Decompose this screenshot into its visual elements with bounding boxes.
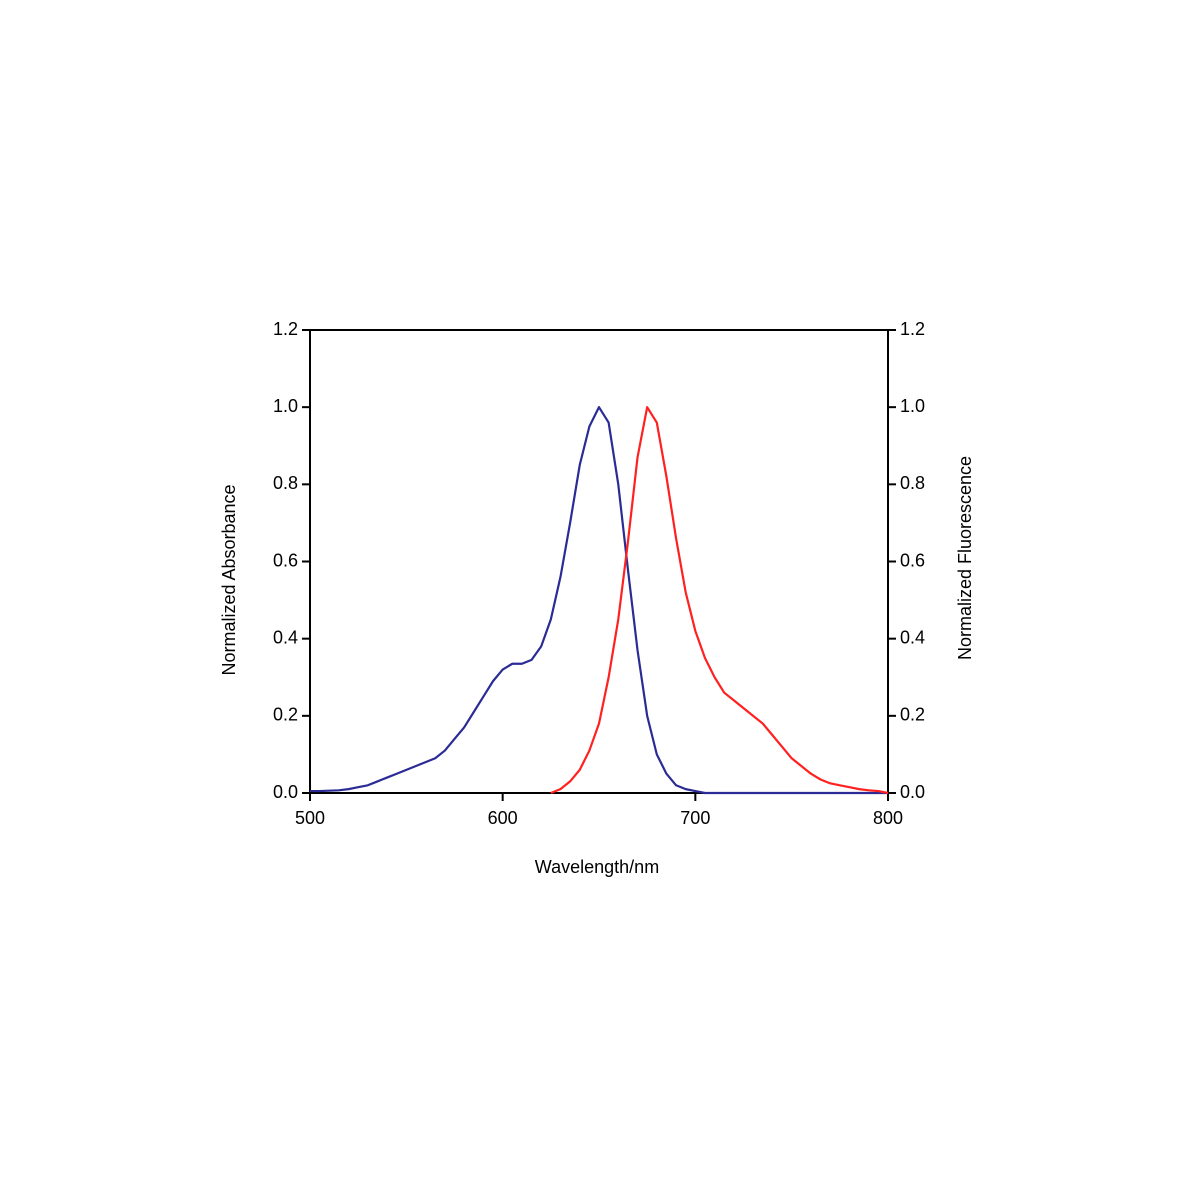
y-tick-label: 0.0 bbox=[273, 782, 298, 802]
y2-tick-label: 0.4 bbox=[900, 627, 925, 647]
y2-tick-label: 0.8 bbox=[900, 473, 925, 493]
x-tick-label: 800 bbox=[873, 808, 903, 828]
y2-tick-label: 0.2 bbox=[900, 705, 925, 725]
x-tick-label: 700 bbox=[680, 808, 710, 828]
y2-tick-label: 0.6 bbox=[900, 550, 925, 570]
y-axis-label: Normalized Absorbance bbox=[219, 484, 239, 675]
y-tick-label: 0.8 bbox=[273, 473, 298, 493]
y2-tick-label: 0.0 bbox=[900, 782, 925, 802]
x-axis-label: Wavelength/nm bbox=[535, 857, 659, 877]
y-tick-label: 1.0 bbox=[273, 396, 298, 416]
y2-tick-label: 1.0 bbox=[900, 396, 925, 416]
x-tick-label: 600 bbox=[488, 808, 518, 828]
y2-tick-label: 1.2 bbox=[900, 319, 925, 339]
x-tick-label: 500 bbox=[295, 808, 325, 828]
y-tick-label: 1.2 bbox=[273, 319, 298, 339]
series-line bbox=[550, 406, 889, 795]
y2-axis-label: Normalized Fluorescence bbox=[955, 456, 975, 660]
y-tick-label: 0.2 bbox=[273, 705, 298, 725]
series-line bbox=[310, 406, 888, 795]
y-tick-label: 0.6 bbox=[273, 550, 298, 570]
y-tick-label: 0.4 bbox=[273, 627, 298, 647]
